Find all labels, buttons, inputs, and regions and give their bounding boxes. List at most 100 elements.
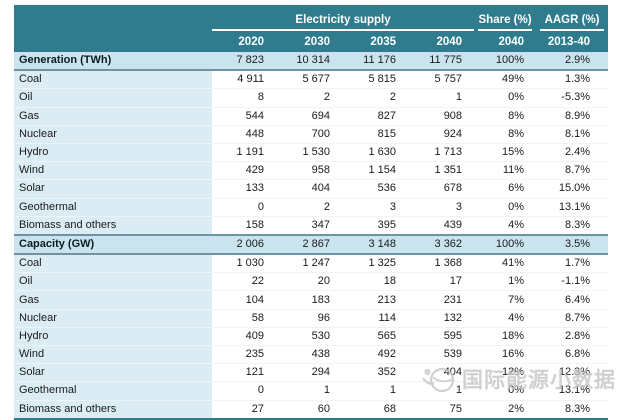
row-label-cell: Nuclear bbox=[14, 125, 212, 144]
row-label-cell: Wind bbox=[14, 161, 212, 181]
value-cell: 6.8% bbox=[536, 345, 609, 365]
header-label-cell bbox=[14, 31, 212, 52]
aagr-label: AAGR (%) bbox=[540, 12, 605, 31]
table-row: Oil 8 2 2 1 0% -5.3% bbox=[14, 88, 609, 108]
value-cell: 0 bbox=[212, 381, 276, 401]
value-cell: -1.1% bbox=[536, 272, 609, 292]
header-corner-cell bbox=[14, 5, 212, 31]
value-cell: 924 bbox=[408, 125, 475, 144]
value-cell: 13.1% bbox=[536, 381, 609, 401]
table-header: Electricity supply Share (%) AAGR (%) 20… bbox=[14, 5, 609, 52]
value-cell: 8% bbox=[474, 107, 537, 126]
value-cell: 100% bbox=[474, 233, 537, 256]
value-cell: 8 bbox=[212, 88, 276, 108]
value-cell: 8.7% bbox=[536, 161, 609, 181]
value-cell: 352 bbox=[342, 363, 408, 383]
table-row: Generation (TWh) 7 823 10 314 11 176 11 … bbox=[14, 52, 609, 72]
value-cell: 8.3% bbox=[536, 400, 609, 419]
value-cell: 68 bbox=[342, 400, 408, 419]
value-cell: 8.7% bbox=[536, 309, 609, 328]
value-cell: 6.4% bbox=[536, 290, 609, 310]
row-label-cell: Gas bbox=[14, 290, 212, 310]
table-row: Biomass and others 27 60 68 75 2% 8.3% bbox=[14, 400, 609, 419]
value-cell: 121 bbox=[212, 363, 276, 383]
value-cell: 2% bbox=[474, 400, 537, 419]
value-cell: 2.9% bbox=[536, 52, 609, 72]
value-cell: 539 bbox=[408, 345, 475, 365]
value-cell: 1 bbox=[276, 381, 342, 401]
value-cell: 104 bbox=[212, 290, 276, 310]
value-cell: 1 030 bbox=[212, 254, 276, 274]
value-cell: 908 bbox=[408, 107, 475, 126]
value-cell: 8% bbox=[474, 125, 537, 144]
column-header-2040: 2040 bbox=[408, 31, 475, 52]
value-cell: 183 bbox=[276, 290, 342, 310]
value-cell: 678 bbox=[408, 179, 475, 199]
table-row: Geothermal 0 1 1 1 0% 13.1% bbox=[14, 381, 609, 401]
value-cell: 694 bbox=[276, 107, 342, 126]
value-cell: 815 bbox=[342, 125, 408, 144]
value-cell: 294 bbox=[276, 363, 342, 383]
column-header-2035: 2035 bbox=[342, 31, 408, 52]
value-cell: 58 bbox=[212, 309, 276, 328]
value-cell: 530 bbox=[276, 327, 342, 347]
header-group-row: Electricity supply Share (%) AAGR (%) bbox=[14, 5, 609, 31]
value-cell: 827 bbox=[342, 107, 408, 126]
value-cell: 395 bbox=[342, 216, 408, 236]
value-cell: 213 bbox=[342, 290, 408, 310]
row-label-cell: Oil bbox=[14, 272, 212, 292]
value-cell: 22 bbox=[212, 272, 276, 292]
value-cell: 15.0% bbox=[536, 179, 609, 199]
value-cell: 409 bbox=[212, 327, 276, 347]
value-cell: 347 bbox=[276, 216, 342, 236]
value-cell: 1 191 bbox=[212, 143, 276, 163]
value-cell: 1 530 bbox=[276, 143, 342, 163]
table-row: Coal 1 030 1 247 1 325 1 368 41% 1.7% bbox=[14, 254, 609, 274]
table-row: Wind 235 438 492 539 16% 6.8% bbox=[14, 345, 609, 365]
value-cell: 8.1% bbox=[536, 125, 609, 144]
value-cell: 75 bbox=[408, 400, 475, 419]
value-cell: 536 bbox=[342, 179, 408, 199]
value-cell: -5.3% bbox=[536, 88, 609, 108]
value-cell: 96 bbox=[276, 309, 342, 328]
value-cell: 565 bbox=[342, 327, 408, 347]
value-cell: 1 154 bbox=[342, 161, 408, 181]
value-cell: 114 bbox=[342, 309, 408, 328]
value-cell: 2.8% bbox=[536, 327, 609, 347]
value-cell: 11 775 bbox=[408, 52, 475, 72]
table-row: Capacity (GW) 2 006 2 867 3 148 3 362 10… bbox=[14, 233, 609, 256]
column-header-2030: 2030 bbox=[276, 31, 342, 52]
table-row: Wind 429 958 1 154 1 351 11% 8.7% bbox=[14, 161, 609, 181]
value-cell: 2.4% bbox=[536, 143, 609, 163]
value-cell: 1 713 bbox=[408, 143, 475, 163]
header-group-share: Share (%) bbox=[474, 5, 537, 31]
value-cell: 1.3% bbox=[536, 70, 609, 90]
value-cell: 1 368 bbox=[408, 254, 475, 274]
column-header-share-2040: 2040 bbox=[474, 31, 537, 52]
value-cell: 16% bbox=[474, 345, 537, 365]
table-row: Gas 104 183 213 231 7% 6.4% bbox=[14, 290, 609, 310]
table-row: Coal 4 911 5 677 5 815 5 757 49% 1.3% bbox=[14, 70, 609, 90]
value-cell: 15% bbox=[474, 143, 537, 163]
value-cell: 7% bbox=[474, 290, 537, 310]
row-label-cell: Geothermal bbox=[14, 198, 212, 217]
table-row: Nuclear 58 96 114 132 4% 8.7% bbox=[14, 309, 609, 328]
value-cell: 3 bbox=[342, 198, 408, 217]
value-cell: 60 bbox=[276, 400, 342, 419]
table-row: Hydro 1 191 1 530 1 630 1 713 15% 2.4% bbox=[14, 143, 609, 163]
column-header-aagr-period: 2013-40 bbox=[536, 31, 609, 52]
value-cell: 133 bbox=[212, 179, 276, 199]
value-cell: 1.7% bbox=[536, 254, 609, 274]
value-cell: 404 bbox=[408, 363, 475, 383]
column-header-2020: 2020 bbox=[212, 31, 276, 52]
value-cell: 6% bbox=[474, 179, 537, 199]
value-cell: 8.9% bbox=[536, 107, 609, 126]
value-cell: 11% bbox=[474, 161, 537, 181]
row-label-cell: Nuclear bbox=[14, 309, 212, 328]
value-cell: 429 bbox=[212, 161, 276, 181]
value-cell: 18 bbox=[342, 272, 408, 292]
value-cell: 595 bbox=[408, 327, 475, 347]
table-body: Generation (TWh) 7 823 10 314 11 176 11 … bbox=[14, 52, 609, 419]
value-cell: 235 bbox=[212, 345, 276, 365]
value-cell: 231 bbox=[408, 290, 475, 310]
